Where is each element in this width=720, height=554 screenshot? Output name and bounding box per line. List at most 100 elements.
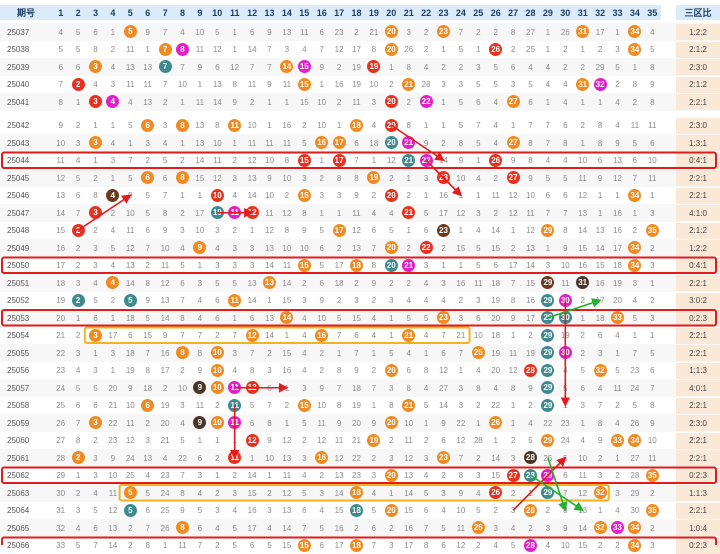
drawn-number-ball[interactable]: 25	[472, 346, 485, 359]
drawn-number-ball[interactable]: 2	[72, 224, 85, 237]
drawn-number-ball[interactable]: 28	[524, 504, 537, 517]
drawn-number-ball[interactable]: 29	[541, 224, 554, 237]
drawn-number-ball[interactable]: 23	[437, 224, 450, 237]
header-number-14[interactable]: 14	[278, 5, 295, 20]
drawn-number-ball[interactable]: 2	[72, 294, 85, 307]
drawn-number-ball[interactable]: 10	[211, 189, 224, 202]
drawn-number-ball[interactable]: 15	[298, 399, 311, 412]
drawn-number-ball[interactable]: 32	[594, 486, 607, 499]
header-number-25[interactable]: 25	[470, 5, 487, 20]
drawn-number-ball[interactable]: 5	[124, 504, 137, 517]
drawn-number-ball[interactable]: 3	[89, 416, 102, 429]
drawn-number-ball[interactable]: 7	[159, 60, 172, 73]
header-number-29[interactable]: 29	[539, 5, 556, 20]
header-number-11[interactable]: 11	[226, 5, 243, 20]
drawn-number-ball[interactable]: 15	[298, 539, 311, 552]
drawn-number-ball[interactable]: 20	[385, 119, 398, 132]
drawn-number-ball[interactable]: 32	[594, 78, 607, 91]
drawn-number-ball[interactable]: 20	[385, 504, 398, 517]
drawn-number-ball[interactable]: 6	[141, 399, 154, 412]
drawn-number-ball[interactable]: 20	[385, 416, 398, 429]
drawn-number-ball[interactable]: 30	[559, 294, 572, 307]
drawn-number-ball[interactable]: 13	[263, 276, 276, 289]
drawn-number-ball[interactable]: 3	[89, 60, 102, 73]
drawn-number-ball[interactable]: 34	[628, 259, 641, 272]
header-number-17[interactable]: 17	[330, 5, 347, 20]
drawn-number-ball[interactable]: 5	[124, 486, 137, 499]
header-number-8[interactable]: 8	[174, 5, 191, 20]
header-number-13[interactable]: 13	[261, 5, 278, 20]
drawn-number-ball[interactable]: 4	[106, 189, 119, 202]
header-number-30[interactable]: 30	[557, 5, 574, 20]
drawn-number-ball[interactable]: 11	[228, 119, 241, 132]
drawn-number-ball[interactable]: 3	[89, 206, 102, 219]
drawn-number-ball[interactable]: 21	[402, 78, 415, 91]
drawn-number-ball[interactable]: 20	[385, 259, 398, 272]
drawn-number-ball[interactable]: 28	[524, 364, 537, 377]
drawn-number-ball[interactable]: 35	[646, 504, 659, 517]
header-number-9[interactable]: 9	[191, 5, 208, 20]
header-number-34[interactable]: 34	[626, 5, 643, 20]
drawn-number-ball[interactable]: 34	[628, 43, 641, 56]
header-number-31[interactable]: 31	[574, 5, 591, 20]
drawn-number-ball[interactable]: 28	[524, 451, 537, 464]
header-number-6[interactable]: 6	[139, 5, 156, 20]
drawn-number-ball[interactable]: 23	[437, 451, 450, 464]
drawn-number-ball[interactable]: 22	[420, 154, 433, 167]
header-number-24[interactable]: 24	[452, 5, 469, 20]
drawn-number-ball[interactable]: 29	[541, 469, 554, 482]
drawn-number-ball[interactable]: 30	[559, 346, 572, 359]
header-number-16[interactable]: 16	[313, 5, 330, 20]
drawn-number-ball[interactable]: 20	[385, 364, 398, 377]
drawn-number-ball[interactable]: 27	[507, 171, 520, 184]
drawn-number-ball[interactable]: 20	[385, 43, 398, 56]
drawn-number-ball[interactable]: 20	[385, 241, 398, 254]
drawn-number-ball[interactable]: 15	[298, 154, 311, 167]
header-number-2[interactable]: 2	[69, 5, 86, 20]
header-number-22[interactable]: 22	[417, 5, 434, 20]
drawn-number-ball[interactable]: 20	[385, 95, 398, 108]
drawn-number-ball[interactable]: 17	[333, 154, 346, 167]
header-number-15[interactable]: 15	[296, 5, 313, 20]
drawn-number-ball[interactable]: 3	[89, 136, 102, 149]
header-number-19[interactable]: 19	[365, 5, 382, 20]
drawn-number-ball[interactable]: 12	[246, 434, 259, 447]
header-number-18[interactable]: 18	[348, 5, 365, 20]
drawn-number-ball[interactable]: 20	[385, 189, 398, 202]
drawn-number-ball[interactable]: 16	[315, 329, 328, 342]
drawn-number-ball[interactable]: 29	[541, 329, 554, 342]
drawn-number-ball[interactable]: 5	[124, 25, 137, 38]
drawn-number-ball[interactable]: 21	[402, 399, 415, 412]
header-number-35[interactable]: 35	[644, 5, 661, 20]
header-number-33[interactable]: 33	[609, 5, 626, 20]
drawn-number-ball[interactable]: 21	[402, 329, 415, 342]
drawn-number-ball[interactable]: 21	[402, 154, 415, 167]
drawn-number-ball[interactable]: 15	[298, 78, 311, 91]
drawn-number-ball[interactable]: 11	[228, 294, 241, 307]
header-number-4[interactable]: 4	[104, 5, 121, 20]
drawn-number-ball[interactable]: 35	[646, 224, 659, 237]
drawn-number-ball[interactable]: 3	[89, 95, 102, 108]
drawn-number-ball[interactable]: 23	[437, 171, 450, 184]
drawn-number-ball[interactable]: 15	[298, 60, 311, 73]
drawn-number-ball[interactable]: 29	[541, 399, 554, 412]
header-number-32[interactable]: 32	[591, 5, 608, 20]
drawn-number-ball[interactable]: 12	[246, 381, 259, 394]
drawn-number-ball[interactable]: 28	[524, 469, 537, 482]
drawn-number-ball[interactable]: 10	[211, 346, 224, 359]
drawn-number-ball[interactable]: 11	[228, 399, 241, 412]
drawn-number-ball[interactable]: 12	[246, 206, 259, 219]
header-number-12[interactable]: 12	[243, 5, 260, 20]
header-number-23[interactable]: 23	[435, 5, 452, 20]
drawn-number-ball[interactable]: 8	[176, 521, 189, 534]
drawn-number-ball[interactable]: 34	[628, 434, 641, 447]
drawn-number-ball[interactable]: 30	[559, 311, 572, 324]
drawn-number-ball[interactable]: 32	[594, 521, 607, 534]
drawn-number-ball[interactable]: 15	[298, 189, 311, 202]
drawn-number-ball[interactable]: 8	[176, 119, 189, 132]
drawn-number-ball[interactable]: 10	[211, 416, 224, 429]
drawn-number-ball[interactable]: 12	[246, 329, 259, 342]
drawn-number-ball[interactable]: 19	[367, 434, 380, 447]
drawn-number-ball[interactable]: 22	[420, 95, 433, 108]
drawn-number-ball[interactable]: 2	[72, 78, 85, 91]
